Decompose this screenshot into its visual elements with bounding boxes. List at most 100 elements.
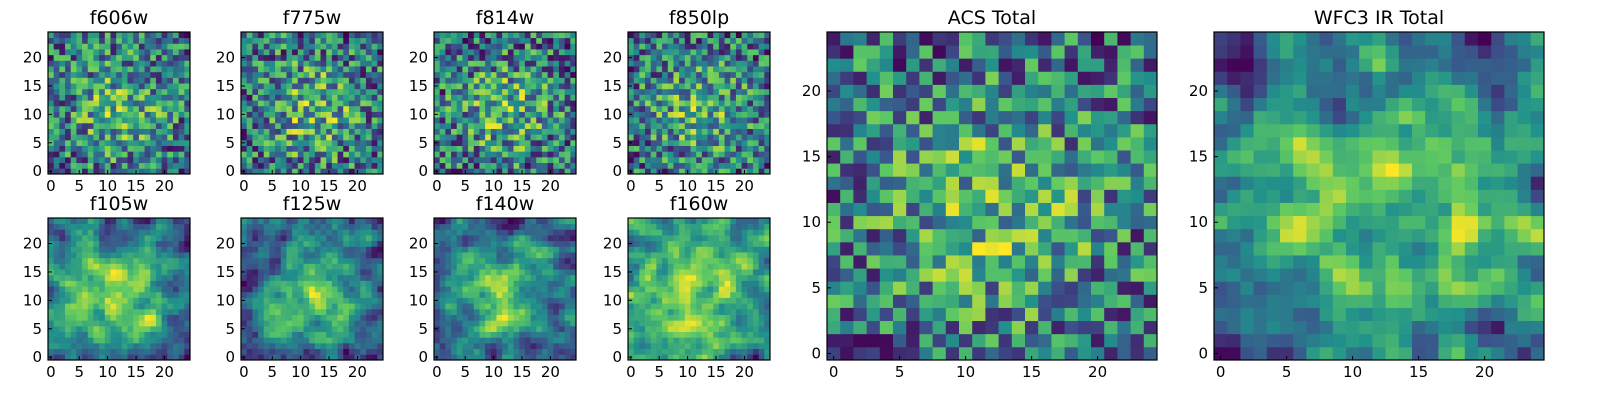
heatmap-cell <box>502 122 509 129</box>
heatmap-cell <box>309 128 316 135</box>
heatmap-cell <box>297 83 304 90</box>
heatmap-cell <box>473 66 480 73</box>
heatmap-cell <box>252 54 259 61</box>
heatmap-cell <box>490 252 497 259</box>
heatmap-cell <box>735 105 742 112</box>
heatmap-cell <box>456 134 463 141</box>
heatmap-cell <box>570 54 577 61</box>
heatmap-cell <box>343 348 350 355</box>
heatmap-cell <box>656 308 663 315</box>
heatmap-cell <box>570 263 577 270</box>
heatmap-cell <box>360 274 367 281</box>
heatmap-cell <box>326 43 333 50</box>
heatmap-cell <box>138 235 145 242</box>
heatmap-cell <box>76 325 83 332</box>
heatmap-cell <box>116 342 123 350</box>
heatmap-cell <box>241 77 248 84</box>
heatmap-cell <box>263 49 270 56</box>
heatmap-cell <box>303 325 310 332</box>
heatmap-cell <box>292 331 299 338</box>
heatmap-cell <box>309 66 316 73</box>
heatmap-cell <box>570 105 577 112</box>
heatmap-cell <box>144 280 151 287</box>
heatmap-cell <box>348 252 355 259</box>
heatmap-cell <box>155 337 162 344</box>
heatmap-cell <box>138 151 145 158</box>
heatmap-cell <box>650 263 657 270</box>
heatmap-cell <box>263 252 270 259</box>
heatmap-cell <box>76 83 83 90</box>
heatmap-cell <box>93 128 100 135</box>
heatmap-cell <box>280 139 287 146</box>
heatmap-cell <box>70 246 77 253</box>
heatmap-cell <box>348 308 355 315</box>
heatmap-cell <box>303 331 310 338</box>
heatmap-cell <box>286 117 293 124</box>
heatmap-cell <box>718 342 725 350</box>
heatmap-cell <box>354 83 361 90</box>
heatmap-cell <box>138 122 145 129</box>
heatmap-cell <box>314 43 321 50</box>
heatmap-cell <box>679 325 686 332</box>
heatmap-cell <box>439 168 446 175</box>
heatmap-cell <box>70 337 77 344</box>
heatmap-cell <box>314 342 321 350</box>
heatmap-cell <box>547 235 554 242</box>
heatmap-cell <box>684 286 691 293</box>
heatmap-cell <box>65 156 72 164</box>
heatmap-cell <box>530 111 537 118</box>
heatmap-cell <box>439 246 446 253</box>
heatmap-cell <box>633 122 640 129</box>
heatmap-cell <box>513 218 520 225</box>
heatmap-cell <box>76 229 83 236</box>
heatmap-cell <box>547 291 554 298</box>
heatmap-cell <box>314 303 321 310</box>
heatmap-cell <box>104 257 111 264</box>
heatmap-cell <box>485 354 492 361</box>
heatmap-cell <box>633 37 640 44</box>
heatmap-cell <box>155 218 162 225</box>
heatmap-cell <box>645 291 652 298</box>
heatmap-cell <box>365 139 373 146</box>
heatmap-cell <box>536 291 543 298</box>
heatmap-cell <box>286 100 293 107</box>
heatmap-cell <box>662 145 669 152</box>
heatmap-cell <box>639 280 646 287</box>
heatmap-cell <box>547 156 554 164</box>
heatmap-cell <box>496 291 503 298</box>
heatmap-cell <box>303 145 310 152</box>
heatmap-cell <box>662 83 669 90</box>
heatmap-cell <box>570 246 577 253</box>
heatmap-cell <box>479 331 486 338</box>
heatmap-cell <box>490 60 497 67</box>
heatmap-cell <box>479 263 486 270</box>
heatmap-cell <box>718 88 725 95</box>
heatmap-cell <box>434 128 441 135</box>
heatmap-cell <box>558 348 566 355</box>
heatmap-cell <box>320 320 327 327</box>
heatmap-cell <box>269 337 276 344</box>
heatmap-cell <box>348 280 355 287</box>
heatmap-cell <box>718 49 725 56</box>
heatmap-cell <box>150 83 157 90</box>
heatmap-cell <box>241 303 248 310</box>
heatmap-cell <box>252 168 259 175</box>
heatmap-cell <box>456 337 463 344</box>
heatmap-cell <box>297 218 304 225</box>
heatmap-cell <box>320 291 327 298</box>
heatmap-cell <box>104 105 111 112</box>
heatmap-cell <box>360 263 367 270</box>
heatmap-cell <box>718 331 725 338</box>
heatmap-cell <box>553 151 560 158</box>
heatmap-cell <box>445 32 452 39</box>
heatmap-cell <box>104 308 111 315</box>
heatmap-cell <box>667 337 674 344</box>
heatmap-cell <box>371 60 378 67</box>
heatmap-cell <box>150 325 157 332</box>
heatmap-cell <box>326 83 333 90</box>
heatmap-cell <box>116 218 123 225</box>
heatmap-cell <box>246 49 253 56</box>
heatmap-cell <box>292 263 299 270</box>
heatmap-cell <box>439 286 446 293</box>
